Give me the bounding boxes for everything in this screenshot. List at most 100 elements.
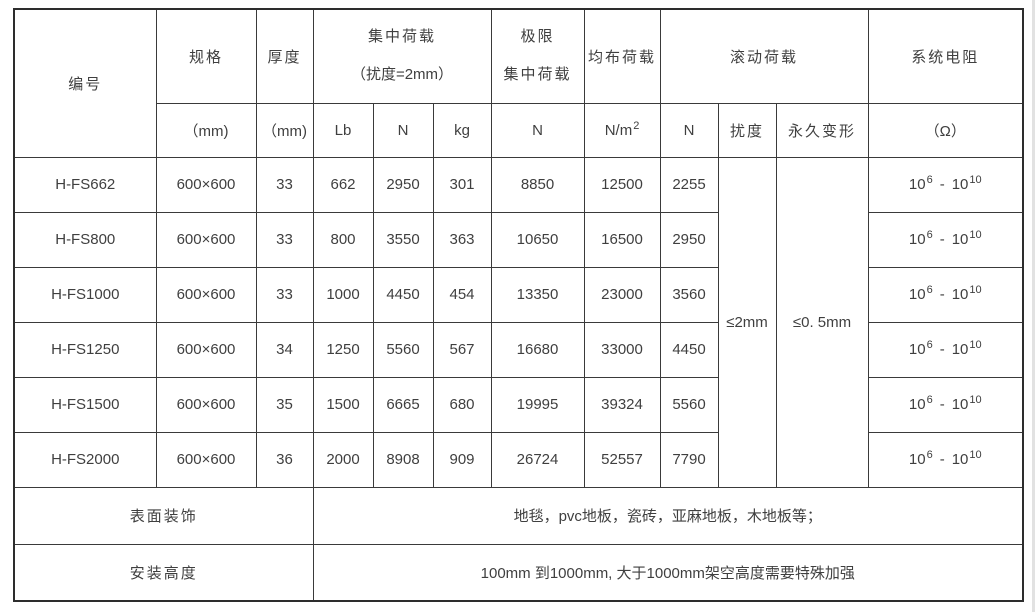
resistance-exponent: 6 (926, 339, 933, 351)
uniform-unit-exponent: 2 (633, 119, 640, 132)
cell-ultimate: 13350 (490, 266, 585, 323)
cell-ultimate: 8850 (490, 156, 585, 213)
cell-uniform: 16500 (583, 211, 661, 268)
cell-rolling-n: 2255 (659, 156, 719, 213)
table-row: H-FS1250 600×600 34 1250 5560 567 16680 … (13, 321, 1024, 378)
header-thickness: 厚度 (255, 8, 314, 104)
cell-id: H-FS1000 (13, 266, 157, 323)
cell-id: H-FS800 (13, 211, 157, 268)
cell-thickness: 36 (255, 431, 314, 488)
header-ultimate-unit: N (490, 102, 585, 158)
cell-thickness: 33 (255, 156, 314, 213)
header-resistance-unit: （Ω） (867, 102, 1024, 158)
cell-permanent-merged: ≤0. 5mm (775, 156, 869, 488)
header-resistance-label: 系统电阻 (911, 48, 980, 66)
window-edge-strip (1032, 0, 1035, 612)
cell-resistance: 106-1010 (867, 321, 1024, 378)
cell-n: 4450 (372, 266, 434, 323)
header-ultimate-line1: 极限 (520, 28, 555, 46)
cell-id: H-FS1250 (13, 321, 157, 378)
cell-lb: 1500 (312, 376, 374, 433)
cell-uniform: 23000 (583, 266, 661, 323)
resistance-exponent: 6 (926, 229, 933, 241)
header-sub-n: N (372, 102, 434, 158)
resistance-exponent: 10 (969, 394, 982, 406)
cell-lb: 800 (312, 211, 374, 268)
resistance-exponent: 10 (969, 449, 982, 461)
header-rolling-label: 滚动荷载 (730, 48, 799, 66)
cell-lb: 662 (312, 156, 374, 213)
cell-kg: 454 (432, 266, 492, 323)
header-thickness-label: 厚度 (267, 48, 302, 66)
header-spec-label: 规格 (188, 48, 223, 66)
header-rolling-n: N (659, 102, 719, 158)
resistance-base: 10 (951, 176, 969, 193)
resistance-dash: - (939, 176, 945, 193)
table-row: H-FS800 600×600 33 800 3550 363 10650 16… (13, 211, 1024, 268)
cell-n: 3550 (372, 211, 434, 268)
cell-kg: 363 (432, 211, 492, 268)
resistance-dash: - (939, 341, 945, 358)
footer-height-value: 100mm 到1000mm, 大于1000mm架空高度需要特殊加强 (312, 543, 1024, 602)
cell-resistance: 106-1010 (867, 376, 1024, 433)
cell-deflection-merged: ≤2mm (717, 156, 777, 488)
footer-surface-label: 表面装饰 (13, 486, 314, 545)
cell-ultimate: 16680 (490, 321, 585, 378)
header-uniform-unit: N/m2 (583, 102, 661, 158)
cell-spec: 600×600 (155, 156, 257, 213)
cell-spec: 600×600 (155, 321, 257, 378)
resistance-dash: - (939, 396, 945, 413)
resistance-exponent: 6 (926, 174, 933, 186)
header-ultimate-load: 极限 集中荷载 (490, 8, 585, 104)
cell-resistance: 106-1010 (867, 211, 1024, 268)
footer-row-height: 安装高度 100mm 到1000mm, 大于1000mm架空高度需要特殊加强 (13, 543, 1024, 602)
cell-resistance: 106-1010 (867, 431, 1024, 488)
footer-surface-value: 地毯，pvc地板，瓷砖，亚麻地板，木地板等； (312, 486, 1024, 545)
header-row-2: （mm) （mm) Lb N kg N N/m2 N 扰度 永久变形 （Ω） (14, 102, 1024, 158)
resistance-base: 10 (951, 396, 969, 413)
resistance-base: 10 (908, 176, 926, 193)
cell-lb: 1000 (312, 266, 374, 323)
rolling-permanent-label: 永久变形 (788, 122, 857, 140)
header-spec-unit: （mm) (155, 102, 257, 158)
cell-id: H-FS1500 (13, 376, 157, 433)
cell-kg: 301 (432, 156, 492, 213)
cell-n: 2950 (372, 156, 434, 213)
header-thickness-unit: （mm) (255, 102, 314, 158)
footer-row-surface: 表面装饰 地毯，pvc地板，瓷砖，亚麻地板，木地板等； (13, 486, 1024, 545)
header-rolling-deflection: 扰度 (717, 102, 777, 158)
table-row: H-FS1000 600×600 33 1000 4450 454 13350 … (13, 266, 1024, 323)
header-uniform-load: 均布荷载 (583, 8, 661, 104)
resistance-base: 10 (908, 396, 926, 413)
resistance-base: 10 (908, 451, 926, 468)
header-sub-lb: Lb (312, 102, 374, 158)
cell-n: 8908 (372, 431, 434, 488)
cell-kg: 680 (432, 376, 492, 433)
cell-n: 5560 (372, 321, 434, 378)
header-id: 编号 (13, 8, 157, 158)
resistance-base: 10 (908, 286, 926, 303)
cell-lb: 1250 (312, 321, 374, 378)
header-spec: 规格 (155, 8, 257, 104)
cell-spec: 600×600 (155, 376, 257, 433)
header-uniform-label: 均布荷载 (588, 48, 657, 66)
cell-ultimate: 10650 (490, 211, 585, 268)
cell-ultimate: 26724 (490, 431, 585, 488)
cell-resistance: 106-1010 (867, 266, 1024, 323)
resistance-base: 10 (951, 231, 969, 248)
resistance-exponent: 6 (926, 284, 933, 296)
footer-height-label: 安装高度 (13, 543, 314, 602)
table-row: H-FS1500 600×600 35 1500 6665 680 19995 … (13, 376, 1024, 433)
header-row-1: 编号 规格 厚度 集中荷载 （扰度=2mm） 极限 集中荷载 均布荷载 滚动荷载… (13, 8, 1024, 158)
header-resistance: 系统电阻 (867, 8, 1024, 104)
resistance-exponent: 10 (969, 229, 982, 241)
cell-rolling-n: 7790 (659, 431, 719, 488)
resistance-exponent: 6 (926, 449, 933, 461)
header-concentrated-line2: （扰度=2mm） (350, 66, 454, 84)
table-row: H-FS662 600×600 33 662 2950 301 8850 125… (13, 156, 1024, 488)
cell-id: H-FS662 (13, 156, 157, 213)
cell-kg: 567 (432, 321, 492, 378)
surface-label-text: 表面装饰 (129, 508, 198, 525)
cell-thickness: 35 (255, 376, 314, 433)
cell-rolling-n: 2950 (659, 211, 719, 268)
